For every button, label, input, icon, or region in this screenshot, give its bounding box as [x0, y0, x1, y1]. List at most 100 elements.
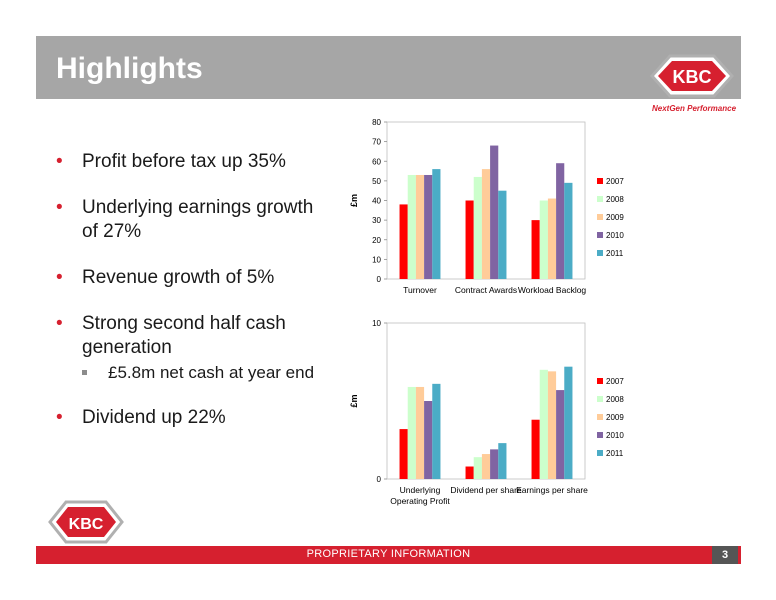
legend-swatch [597, 414, 603, 420]
bar-2008 [407, 386, 416, 479]
bar-2010 [424, 401, 433, 479]
bar-2011 [564, 182, 573, 279]
legend-swatch [597, 432, 603, 438]
legend-label: 2011 [606, 249, 624, 258]
bullet-item: • Profit before tax up 35% [56, 150, 326, 174]
bullet-item: • Underlying earnings growth of 27% [56, 196, 326, 244]
bar-2007 [465, 466, 474, 479]
bar-2007 [399, 429, 408, 479]
x-tick-label: Dividend per share [450, 485, 522, 495]
bar-2007 [465, 200, 474, 279]
chart-bottom: 0 10 £m Underlying Operating Profit Dividend … [345, 314, 645, 519]
sub-bullet-item: £5.8m net cash at year end [82, 362, 326, 384]
legend-label: 2008 [606, 395, 624, 404]
logo-tagline: NextGen Performance [652, 104, 736, 113]
y-tick-label: 60 [372, 157, 381, 166]
bullet-dot-icon: • [56, 197, 63, 218]
bar-2010 [490, 449, 499, 479]
legend-label: 2008 [606, 195, 624, 204]
x-tick-label: Contract Awards [455, 285, 517, 295]
bar-2011 [498, 190, 507, 279]
y-axis-label: £m [349, 394, 359, 407]
bullet-text: Revenue growth of 5% [82, 267, 275, 288]
legend-swatch [597, 232, 603, 238]
x-tick-label: Turnover [403, 285, 437, 295]
page-title: Highlights [56, 52, 203, 85]
bar-2011 [432, 169, 441, 279]
bar-chart-turnover: 0 10 20 30 40 50 60 70 80 £m Turnover Contract Awar… [349, 118, 624, 295]
x-tick-label: Workload Backlog [518, 285, 587, 295]
bullet-dot-icon: • [56, 407, 63, 428]
y-tick-label: 20 [372, 236, 381, 245]
bar-2008 [473, 176, 482, 279]
bullet-item: • Dividend up 22% [56, 406, 326, 430]
bar-2011 [498, 443, 507, 479]
kbc-logo: KBC NextGen Performance [648, 54, 737, 118]
legend-label: 2010 [606, 431, 624, 440]
bar-2010 [556, 390, 565, 479]
x-tick-label: Earnings per share [516, 485, 588, 495]
bar-2009 [547, 371, 557, 479]
y-tick-label: 30 [372, 216, 381, 225]
bar-2008 [407, 174, 416, 279]
sub-bullet-text: £5.8m net cash at year end [108, 363, 315, 382]
footer-bar: PROPRIETARY INFORMATION 3 [36, 546, 741, 564]
legend-label: 2007 [606, 377, 624, 386]
bar-2010 [556, 163, 565, 279]
footer-label: PROPRIETARY INFORMATION [306, 548, 471, 560]
bullet-text: Dividend up 22% [82, 407, 226, 428]
logo-text: KBC [69, 516, 104, 533]
legend-swatch [597, 450, 603, 456]
y-tick-label: 40 [372, 197, 381, 206]
y-tick-label: 10 [372, 319, 381, 328]
legend-label: 2009 [606, 413, 624, 422]
bullet-item: • Revenue growth of 5% [56, 266, 326, 290]
legend-swatch [597, 396, 603, 402]
legend-label: 2010 [606, 231, 624, 240]
legend-label: 2007 [606, 177, 624, 186]
bar-2009 [547, 198, 557, 279]
bar-2008 [473, 457, 482, 479]
bullet-text: Strong second half cash generation [82, 313, 286, 358]
bullet-text: Profit before tax up 35% [82, 151, 286, 172]
legend-swatch [597, 378, 603, 384]
bar-2007 [399, 204, 408, 279]
x-tick-label: Operating Profit [390, 496, 450, 506]
square-bullet-icon [82, 370, 87, 375]
bullet-dot-icon: • [56, 151, 63, 172]
bullet-dot-icon: • [56, 313, 63, 334]
legend-label: 2011 [606, 449, 624, 458]
bar-2008 [539, 369, 548, 479]
bar-2010 [424, 174, 433, 279]
bar-2009 [415, 174, 425, 279]
bullet-text: Underlying earnings growth of 27% [82, 197, 314, 242]
y-tick-label: 0 [377, 475, 382, 484]
bar-2007 [531, 419, 540, 479]
bar-2009 [415, 386, 425, 479]
bullet-dot-icon: • [56, 267, 63, 288]
y-tick-label: 80 [372, 118, 381, 127]
bar-2011 [564, 366, 573, 479]
legend-swatch [597, 214, 603, 220]
bullet-list: • Profit before tax up 35% • Underlying … [56, 150, 326, 452]
y-tick-label: 70 [372, 138, 381, 147]
legend-swatch [597, 250, 603, 256]
logo-text: KBC [673, 67, 712, 87]
chart-top: 0 10 20 30 40 50 60 70 80 £m Turnover Contract Awar… [345, 114, 645, 309]
y-axis-label: £m [349, 194, 359, 207]
legend-swatch [597, 196, 603, 202]
bar-2007 [531, 220, 540, 279]
y-tick-label: 50 [372, 177, 381, 186]
bar-2008 [539, 200, 548, 279]
y-tick-label: 10 [372, 255, 381, 264]
bar-2009 [481, 454, 491, 479]
title-bar: Highlights [36, 36, 741, 99]
bullet-item: • Strong second half cash generation £5.… [56, 312, 326, 384]
x-tick-label: Underlying [400, 485, 441, 495]
bar-2009 [481, 169, 491, 279]
legend-swatch [597, 178, 603, 184]
page-number: 3 [712, 546, 738, 564]
bar-2010 [490, 145, 499, 279]
bar-2011 [432, 383, 441, 479]
